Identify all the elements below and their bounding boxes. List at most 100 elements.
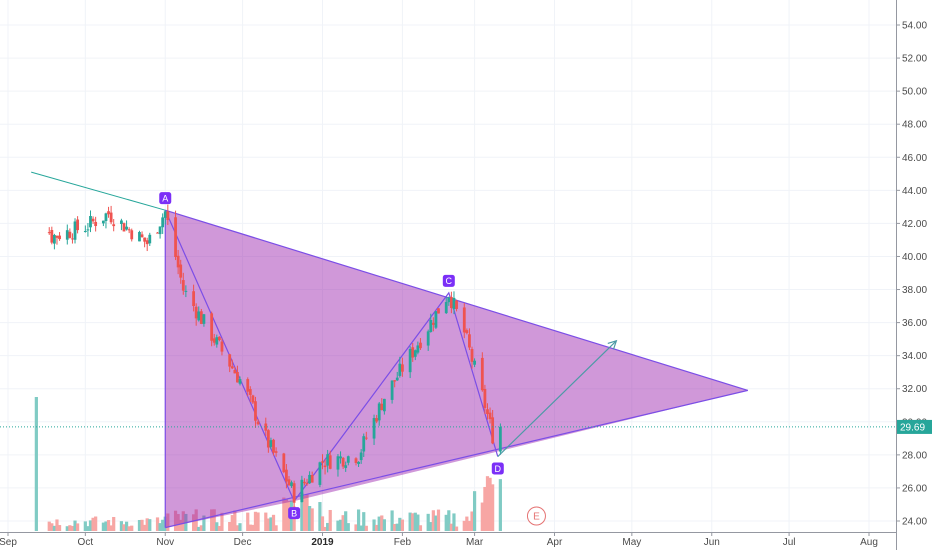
- candle-body: [344, 465, 348, 468]
- y-tick-label: 28.00: [902, 450, 927, 461]
- time-axis-bg: [0, 532, 896, 550]
- point-label-box: [288, 507, 301, 520]
- triangle-fill: [165, 210, 748, 502]
- volume-bar: [217, 525, 221, 531]
- volume-bar: [220, 512, 224, 531]
- volume-bar: [248, 524, 252, 531]
- volume-bar: [434, 515, 438, 531]
- volume-bar: [488, 477, 492, 531]
- current-price-label: 29.69: [900, 423, 925, 434]
- candle-body: [76, 219, 80, 231]
- volume-bar: [199, 525, 203, 531]
- candle-body: [357, 461, 360, 464]
- candle-body: [238, 379, 242, 384]
- volume-bar: [282, 497, 286, 531]
- candle-body: [411, 347, 415, 358]
- volume-bar: [230, 515, 234, 531]
- volume-bar: [362, 512, 366, 531]
- candle-body: [68, 231, 72, 238]
- candle-body: [310, 475, 314, 483]
- candle-body: [71, 238, 74, 240]
- candle-body: [89, 216, 92, 228]
- candle-body: [287, 479, 291, 486]
- volume-bar: [264, 512, 268, 531]
- volume-bar: [436, 509, 441, 531]
- volume-bar: [253, 511, 258, 531]
- candle-body: [101, 220, 105, 224]
- candle-body: [130, 230, 134, 240]
- candle-body: [210, 313, 214, 341]
- volume-bar: [485, 476, 490, 531]
- volume-bar: [76, 523, 80, 531]
- x-tick-label: Oct: [78, 537, 94, 548]
- candle-body: [483, 389, 487, 409]
- y-tick-label: 32.00: [902, 384, 927, 395]
- volume-bar: [251, 524, 255, 531]
- volume-bar: [86, 526, 90, 531]
- candle-body: [127, 229, 131, 231]
- volume-bar: [52, 525, 57, 531]
- volume-bar: [390, 510, 394, 531]
- price-axis-bg: [896, 0, 932, 550]
- candle-body: [336, 456, 340, 470]
- candle-body: [83, 230, 87, 232]
- x-tick-label: Sep: [0, 537, 17, 548]
- volume-bar: [166, 513, 170, 531]
- candle-body: [176, 255, 180, 268]
- volume-bar: [320, 516, 325, 531]
- candle-body: [246, 379, 250, 392]
- candle-body: [390, 380, 394, 400]
- volume-bar: [411, 513, 415, 531]
- candle-body: [419, 342, 422, 349]
- candle-body: [408, 348, 412, 373]
- candle-body: [91, 218, 95, 222]
- volume-bar: [480, 502, 484, 531]
- volume-bar: [341, 515, 345, 531]
- candle-body: [431, 322, 435, 325]
- volume-bar: [109, 525, 113, 531]
- volume-bar: [336, 520, 340, 531]
- candle-body: [143, 237, 147, 242]
- candle-body: [166, 211, 170, 220]
- candle-body: [181, 280, 185, 291]
- volume-bar: [65, 526, 69, 531]
- y-tick-label: 40.00: [902, 252, 927, 263]
- volume-bar: [155, 517, 160, 531]
- volume-bar: [354, 524, 358, 531]
- volume-bar: [104, 521, 108, 531]
- volume-bar: [106, 520, 111, 531]
- x-tick-label: 2019: [311, 537, 334, 548]
- volume-bar: [112, 516, 116, 531]
- volume-bar: [130, 525, 134, 531]
- candle-body: [308, 474, 312, 484]
- candle-body: [272, 439, 275, 453]
- candle-body: [266, 430, 270, 448]
- candle-body: [498, 426, 502, 452]
- volume-bar: [55, 519, 59, 531]
- candle-body: [174, 217, 177, 257]
- y-tick-label: 52.00: [902, 54, 927, 65]
- volume-bar: [269, 517, 273, 531]
- volume-bar: [176, 514, 180, 531]
- volume-bar: [338, 519, 343, 531]
- volume-bar: [318, 502, 322, 531]
- candle-body: [393, 380, 397, 382]
- candle-body: [473, 360, 476, 365]
- candle-body: [104, 213, 108, 222]
- volume-bar: [161, 519, 165, 531]
- candle-body: [47, 232, 51, 234]
- volume-bar: [274, 525, 278, 531]
- volume-bar: [491, 484, 495, 531]
- volume-bar: [158, 523, 162, 531]
- candle-body: [416, 345, 420, 353]
- candle-body: [465, 330, 469, 334]
- lower-trendline: [165, 389, 748, 529]
- volume-bar: [393, 523, 397, 531]
- candle-body: [138, 232, 141, 242]
- trendline-extension: [31, 171, 166, 211]
- volume-bar: [470, 511, 474, 531]
- candle-body: [112, 224, 116, 227]
- y-tick-label: 36.00: [902, 318, 927, 329]
- volume-bar: [359, 525, 363, 531]
